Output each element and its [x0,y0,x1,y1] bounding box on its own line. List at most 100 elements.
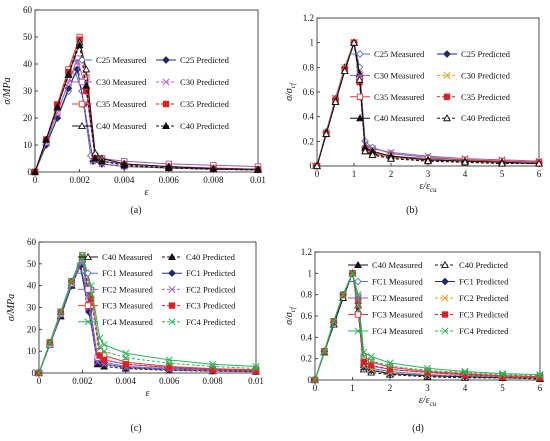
series-path [34,56,259,173]
data-point [166,364,173,371]
data-point [536,371,544,379]
series-path [316,42,539,167]
x-tick-label: 4 [463,383,468,393]
y-tick-label: 1.2 [303,13,314,23]
legend-label: C35 Predicted [461,92,511,102]
legend-marker [441,277,449,286]
legend-item: C40 Measured [72,121,147,131]
data-point [165,356,173,364]
y-tick-label: 0.8 [303,62,315,72]
data-point [360,352,368,361]
data-point [386,362,394,370]
data-point [340,66,349,75]
y-tick-label: 40 [23,59,33,69]
legend-marker [441,327,449,335]
legend-label: C40 Measured [374,113,425,123]
data-point [461,367,469,376]
legend-marker [168,302,176,309]
legend-item: C25 Predicted [437,49,511,59]
legend-label: C30 Measured [374,70,425,80]
data-point [536,372,544,380]
legend-label: C40 Predicted [180,121,230,131]
series-line [311,269,544,384]
data-point [355,75,364,83]
panel-label: (a) [130,205,141,216]
legend-item: C40 Measured [78,252,153,262]
data-point [73,65,82,74]
y-tick-label: 50 [23,32,33,42]
y-tick-label: 0 [310,161,315,171]
data-point [67,277,76,285]
legend-marker [162,100,170,108]
y-tick-label: 1.2 [301,247,312,257]
data-point [57,308,65,316]
data-point [350,38,358,46]
legend-marker [356,93,364,100]
data-point [498,370,507,378]
legend-label: C40 Predicted [461,113,511,123]
legend-label: FC1 Predicted [459,277,509,287]
legend-marker [168,252,176,261]
x-tick-label: 0 [313,383,318,393]
data-point [96,352,103,359]
data-point [424,156,432,165]
legend-item: C25 Measured [72,55,147,65]
legend-marker [356,50,364,58]
y-tick-label: 0 [308,375,313,385]
panel-label: (b) [406,205,418,216]
data-point [535,159,543,167]
data-point [209,362,217,371]
x-tick-label: 0.002 [72,376,92,386]
legend-marker [443,93,451,100]
legend-item: C40 Measured [348,260,423,270]
legend-label: FC4 Measured [102,317,154,327]
x-tick-label: 0 [315,169,320,179]
data-point [320,347,328,355]
legend-marker [84,252,92,261]
y-tick-label: 0.4 [301,332,313,342]
data-point [461,368,469,377]
legend-item: C35 Predicted [156,99,230,109]
legend-item: C40 Predicted [435,260,509,270]
data-point [360,358,367,366]
legend-marker [168,269,176,278]
series-path [316,40,540,167]
data-point [100,356,108,364]
y-axis-label: σ/MPa [2,77,13,104]
legend-item: C35 Measured [72,99,147,109]
legend-label: FC2 Predicted [186,284,236,294]
legend-marker [168,318,176,326]
legend-label: FC4 Predicted [186,317,236,327]
data-point [368,361,375,369]
panel-label: (d) [412,423,424,434]
series-path [316,42,540,167]
legend-item: FC1 Predicted [435,277,509,287]
series-line [35,253,260,377]
legend-label: FC1 Measured [102,268,154,278]
legend-marker [354,311,362,318]
x-tick-label: 0.008 [202,376,223,386]
legend-item: C30 Predicted [437,70,511,80]
legend-label: C35 Measured [374,92,425,102]
legend-label: FC2 Measured [372,293,424,303]
data-point [53,103,62,111]
y-tick-label: 1 [310,38,315,48]
x-tick-label: 0 [37,376,42,386]
x-tick-label: 0.004 [116,376,137,386]
series-path [38,259,257,374]
legend-label: C40 Measured [102,252,153,262]
legend-item: C40 Predicted [162,252,236,262]
legend-marker [441,294,449,302]
legend-marker [78,121,86,130]
legend-marker [354,327,362,335]
x-tick-label: 1 [352,169,357,179]
data-point [46,338,54,346]
legend-label: FC2 Predicted [459,293,509,303]
legend-marker [84,318,92,326]
data-point [97,157,106,165]
legend-label: C40 Predicted [459,260,509,270]
y-tick-label: 0.6 [301,311,313,321]
legend-item: C30 Measured [72,77,147,87]
legend-item: FC2 Predicted [435,293,509,303]
